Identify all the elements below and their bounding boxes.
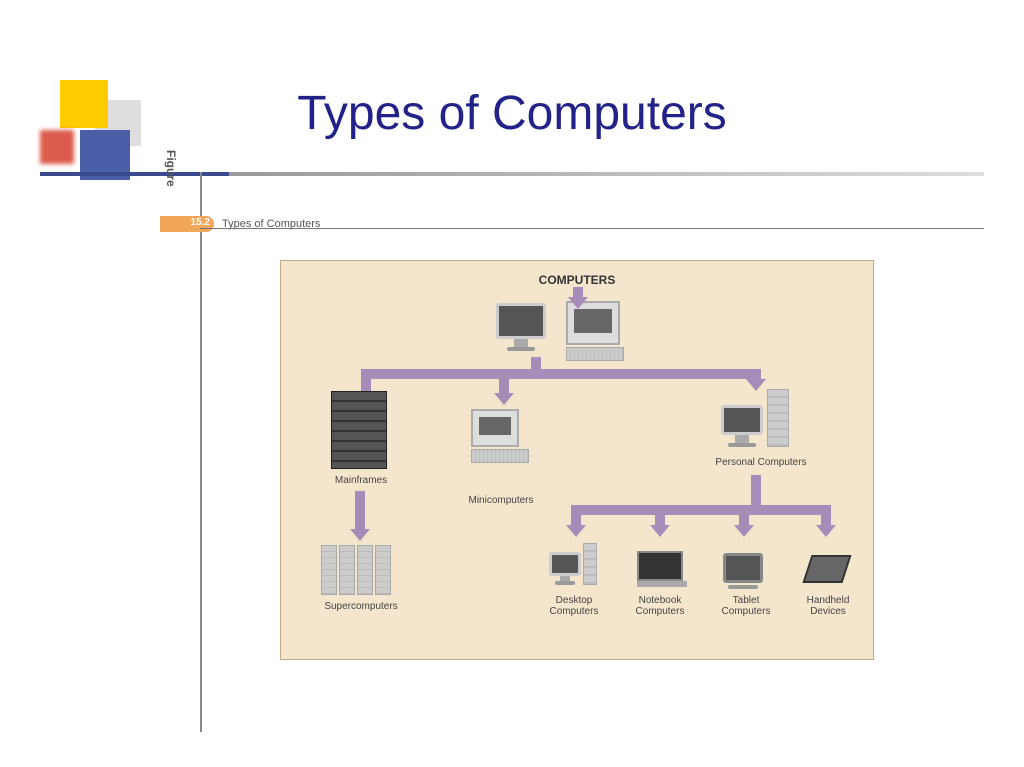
minicomputers-label: Minicomputers: [451, 495, 551, 506]
desktop-label: Desktop Computers: [539, 595, 609, 617]
figure-side-label: Figure: [164, 150, 178, 187]
root-branch-bar: [361, 369, 761, 379]
arrow-to-minicomputers: [499, 369, 509, 395]
figure-number-badge: 15.2: [160, 216, 214, 232]
mainframes-label: Mainframes: [321, 475, 401, 486]
supercomputers-icon: [321, 545, 391, 595]
pc-branch-bar: [571, 505, 831, 515]
notebook-icon: [637, 551, 687, 587]
arrow-to-tablet-head: [734, 525, 754, 537]
handheld-icon: [807, 555, 847, 583]
minicomputers-icon: [471, 409, 529, 463]
arrow-to-handheld-head: [816, 525, 836, 537]
pc-connector: [751, 475, 761, 505]
arrow-title-root-head: [568, 297, 588, 309]
tablet-label: Tablet Computers: [711, 595, 781, 617]
desktop-icon: [549, 543, 597, 585]
arrow-to-minicomputers-head: [494, 393, 514, 405]
root-crt-icon: [566, 301, 624, 361]
root-connector: [531, 357, 541, 371]
arrow-to-supercomputers-head: [350, 529, 370, 541]
handheld-label: Handheld Devices: [793, 595, 863, 617]
personal-computers-label: Personal Computers: [701, 457, 821, 468]
slide-title: Types of Computers: [0, 86, 1024, 141]
tablet-icon: [723, 553, 763, 589]
mainframes-icon: [331, 391, 387, 469]
figure-rule: [200, 228, 984, 229]
root-monitor-icon: [496, 303, 546, 351]
arrow-to-desktop-head: [566, 525, 586, 537]
arrow-to-handheld: [821, 505, 831, 527]
arrow-to-notebook: [655, 505, 665, 527]
notebook-label: Notebook Computers: [625, 595, 695, 617]
title-underline: [40, 172, 984, 176]
arrow-to-supercomputers: [355, 491, 365, 531]
vertical-divider: [200, 172, 202, 732]
arrow-to-desktop: [571, 505, 581, 527]
arrow-to-tablet: [739, 505, 749, 527]
supercomputers-label: Supercomputers: [311, 601, 411, 612]
arrow-to-notebook-head: [650, 525, 670, 537]
personal-computers-icon: [721, 389, 789, 447]
types-of-computers-diagram: COMPUTERS Mainframes Minicomputers Perso…: [280, 260, 874, 660]
diagram-root-label: COMPUTERS: [281, 273, 873, 287]
